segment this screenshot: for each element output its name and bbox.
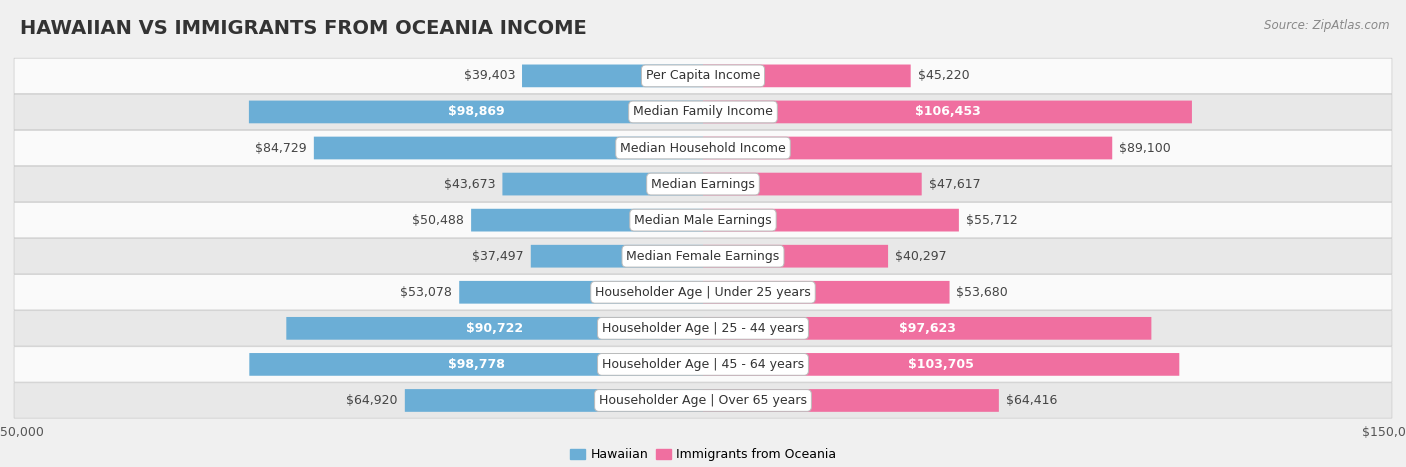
FancyBboxPatch shape — [287, 317, 703, 340]
Text: $37,497: $37,497 — [472, 250, 524, 263]
Text: Source: ZipAtlas.com: Source: ZipAtlas.com — [1264, 19, 1389, 32]
FancyBboxPatch shape — [531, 245, 703, 268]
Text: $103,705: $103,705 — [908, 358, 974, 371]
FancyBboxPatch shape — [703, 64, 911, 87]
FancyBboxPatch shape — [522, 64, 703, 87]
FancyBboxPatch shape — [14, 58, 1392, 93]
FancyBboxPatch shape — [14, 347, 1392, 382]
Text: $43,673: $43,673 — [444, 177, 495, 191]
Text: $84,729: $84,729 — [256, 142, 307, 155]
FancyBboxPatch shape — [249, 100, 703, 123]
Text: Householder Age | 45 - 64 years: Householder Age | 45 - 64 years — [602, 358, 804, 371]
Legend: Hawaiian, Immigrants from Oceania: Hawaiian, Immigrants from Oceania — [571, 448, 835, 461]
FancyBboxPatch shape — [703, 100, 1192, 123]
FancyBboxPatch shape — [14, 203, 1392, 238]
Text: Per Capita Income: Per Capita Income — [645, 70, 761, 82]
Text: $97,623: $97,623 — [898, 322, 956, 335]
FancyBboxPatch shape — [405, 389, 703, 412]
Text: $40,297: $40,297 — [896, 250, 946, 263]
FancyBboxPatch shape — [471, 209, 703, 232]
Text: Median Female Earnings: Median Female Earnings — [627, 250, 779, 263]
Text: Householder Age | Over 65 years: Householder Age | Over 65 years — [599, 394, 807, 407]
Text: $53,680: $53,680 — [956, 286, 1008, 299]
FancyBboxPatch shape — [14, 383, 1392, 418]
Text: Householder Age | 25 - 44 years: Householder Age | 25 - 44 years — [602, 322, 804, 335]
FancyBboxPatch shape — [14, 275, 1392, 310]
FancyBboxPatch shape — [14, 311, 1392, 346]
FancyBboxPatch shape — [14, 166, 1392, 202]
FancyBboxPatch shape — [703, 173, 922, 195]
FancyBboxPatch shape — [14, 94, 1392, 130]
Text: Median Household Income: Median Household Income — [620, 142, 786, 155]
FancyBboxPatch shape — [703, 281, 949, 304]
Text: $98,778: $98,778 — [447, 358, 505, 371]
FancyBboxPatch shape — [460, 281, 703, 304]
FancyBboxPatch shape — [314, 137, 703, 159]
FancyBboxPatch shape — [703, 317, 1152, 340]
Text: $89,100: $89,100 — [1119, 142, 1171, 155]
Text: Median Male Earnings: Median Male Earnings — [634, 213, 772, 226]
Text: $55,712: $55,712 — [966, 213, 1018, 226]
Text: $39,403: $39,403 — [464, 70, 515, 82]
FancyBboxPatch shape — [703, 245, 889, 268]
Text: $64,920: $64,920 — [346, 394, 398, 407]
FancyBboxPatch shape — [703, 389, 998, 412]
Text: $47,617: $47,617 — [928, 177, 980, 191]
FancyBboxPatch shape — [249, 353, 703, 376]
Text: Median Family Income: Median Family Income — [633, 106, 773, 119]
FancyBboxPatch shape — [703, 353, 1180, 376]
Text: HAWAIIAN VS IMMIGRANTS FROM OCEANIA INCOME: HAWAIIAN VS IMMIGRANTS FROM OCEANIA INCO… — [20, 19, 586, 38]
Text: $106,453: $106,453 — [914, 106, 980, 119]
Text: $90,722: $90,722 — [467, 322, 523, 335]
Text: $50,488: $50,488 — [412, 213, 464, 226]
Text: $98,869: $98,869 — [447, 106, 505, 119]
FancyBboxPatch shape — [703, 137, 1112, 159]
FancyBboxPatch shape — [14, 130, 1392, 166]
Text: Householder Age | Under 25 years: Householder Age | Under 25 years — [595, 286, 811, 299]
FancyBboxPatch shape — [703, 209, 959, 232]
Text: $53,078: $53,078 — [401, 286, 453, 299]
Text: Median Earnings: Median Earnings — [651, 177, 755, 191]
FancyBboxPatch shape — [502, 173, 703, 195]
Text: $64,416: $64,416 — [1005, 394, 1057, 407]
Text: $45,220: $45,220 — [918, 70, 969, 82]
FancyBboxPatch shape — [14, 239, 1392, 274]
